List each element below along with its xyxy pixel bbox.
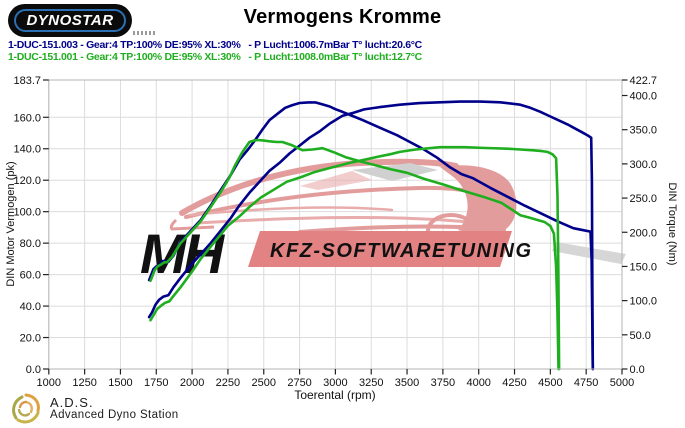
ads-full-name: Advanced Dyno Station xyxy=(50,409,179,421)
svg-text:250.0: 250.0 xyxy=(630,193,658,205)
svg-text:4250: 4250 xyxy=(502,377,526,389)
svg-text:350.0: 350.0 xyxy=(630,125,658,137)
svg-text:50.0: 50.0 xyxy=(630,330,651,342)
svg-text:1500: 1500 xyxy=(108,377,132,389)
chart-gridlines xyxy=(48,79,623,370)
svg-text:200.0: 200.0 xyxy=(630,227,658,239)
dynostar-logo-text: DYNOSTAR xyxy=(26,12,114,29)
legend-run-001: 1-DUC-151.001 - Gear:4 TP:100% DE:95% XL… xyxy=(8,51,422,63)
svg-text:160.0: 160.0 xyxy=(13,112,41,124)
svg-text:1250: 1250 xyxy=(72,377,96,389)
svg-text:2250: 2250 xyxy=(216,377,240,389)
svg-text:140.0: 140.0 xyxy=(13,144,41,156)
curve-torque-1-DUC-151.001 xyxy=(149,138,560,371)
svg-text:300.0: 300.0 xyxy=(630,159,658,171)
dynostar-logo: DYNOSTAR xyxy=(8,4,132,37)
y-right-axis-title: DIN Torque (Nm) xyxy=(666,183,678,266)
dynostar-logo-frame: DYNOSTAR xyxy=(14,9,126,32)
svg-text:60.0: 60.0 xyxy=(20,270,41,282)
legend-run-003: 1-DUC-151.003 - Gear:4 TP:100% DE:95% XL… xyxy=(8,39,422,51)
svg-text:80.0: 80.0 xyxy=(20,238,41,250)
gray-swoosh xyxy=(552,242,626,264)
svg-text:0.0: 0.0 xyxy=(630,364,645,376)
svg-text:1000: 1000 xyxy=(37,377,61,389)
svg-text:2000: 2000 xyxy=(180,377,204,389)
watermark-banner: KFZ-SOFTWARETUNING xyxy=(248,231,533,267)
svg-text:400.0: 400.0 xyxy=(630,91,658,103)
svg-text:100.0: 100.0 xyxy=(630,296,658,308)
svg-text:4500: 4500 xyxy=(538,377,562,389)
svg-text:0.0: 0.0 xyxy=(26,364,41,376)
svg-text:150.0: 150.0 xyxy=(630,261,658,273)
page-title: Vermogens Kromme xyxy=(243,6,442,28)
svg-text:2500: 2500 xyxy=(252,377,276,389)
svg-text:120.0: 120.0 xyxy=(13,175,41,187)
svg-text:4000: 4000 xyxy=(466,377,490,389)
svg-text:40.0: 40.0 xyxy=(20,301,41,313)
svg-text:5000: 5000 xyxy=(610,377,634,389)
ads-footer: A.D.S. Advanced Dyno Station xyxy=(8,391,179,427)
ads-logo-icon xyxy=(12,393,40,424)
y-left-axis-title: DIN Motor Vermogen (pk) xyxy=(5,161,17,286)
svg-text:100.0: 100.0 xyxy=(13,207,41,219)
svg-text:1750: 1750 xyxy=(144,377,168,389)
curve-power-1-DUC-151.001 xyxy=(149,145,561,371)
curve-power-1-DUC-151.003 xyxy=(147,100,595,371)
svg-text:4750: 4750 xyxy=(574,377,598,389)
svg-text:3500: 3500 xyxy=(395,377,419,389)
x-axis-title: Toerental (rpm) xyxy=(294,388,375,402)
svg-text:3000: 3000 xyxy=(323,377,347,389)
ads-abbreviation: A.D.S. xyxy=(50,395,94,410)
svg-text:3250: 3250 xyxy=(359,377,383,389)
logo-fineprint xyxy=(133,31,155,35)
svg-text:183.7: 183.7 xyxy=(13,75,41,87)
chart-axes: 183.7 160.0 140.0 120.0 100.0 80.0 60.0 40.0 20.… xyxy=(13,75,657,389)
svg-text:20.0: 20.0 xyxy=(20,333,41,345)
chart-curves xyxy=(147,100,595,371)
svg-text:3750: 3750 xyxy=(431,377,455,389)
watermark-banner-text: KFZ-SOFTWARETUNING xyxy=(270,240,533,262)
svg-text:2750: 2750 xyxy=(287,377,311,389)
svg-text:422.7: 422.7 xyxy=(630,75,658,87)
